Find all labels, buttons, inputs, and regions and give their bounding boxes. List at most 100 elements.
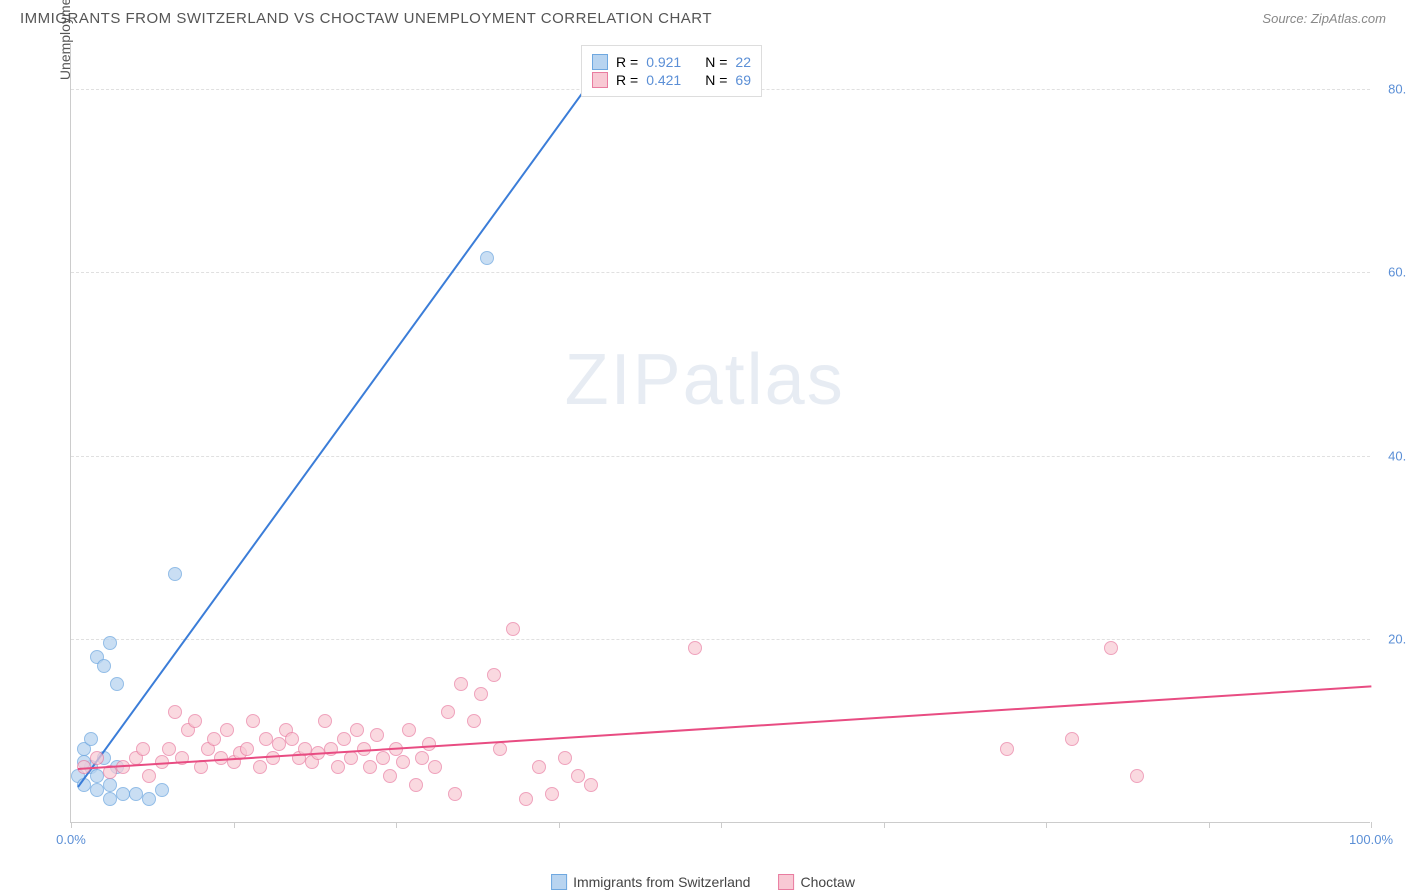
scatter-point — [142, 769, 156, 783]
scatter-point — [259, 732, 273, 746]
legend-swatch-icon — [778, 874, 794, 890]
x-tick — [1046, 822, 1047, 828]
y-tick-label: 40.0% — [1388, 448, 1406, 463]
scatter-point — [363, 760, 377, 774]
gridline — [71, 456, 1370, 457]
scatter-point — [253, 760, 267, 774]
y-tick-label: 20.0% — [1388, 632, 1406, 647]
stats-n-value: 22 — [735, 54, 751, 70]
scatter-point — [474, 687, 488, 701]
scatter-point — [584, 778, 598, 792]
scatter-point — [396, 755, 410, 769]
scatter-point — [487, 668, 501, 682]
scatter-point — [246, 714, 260, 728]
scatter-point — [545, 787, 559, 801]
scatter-point — [532, 760, 546, 774]
scatter-point — [162, 742, 176, 756]
legend-item-choctaw: Choctaw — [778, 874, 854, 890]
stats-swatch-icon — [592, 72, 608, 88]
scatter-point — [370, 728, 384, 742]
scatter-point — [103, 778, 117, 792]
chart-header: IMMIGRANTS FROM SWITZERLAND VS CHOCTAW U… — [0, 0, 1406, 33]
scatter-point — [220, 723, 234, 737]
scatter-point — [1104, 641, 1118, 655]
legend-swatch-icon — [551, 874, 567, 890]
scatter-point — [376, 751, 390, 765]
scatter-point — [350, 723, 364, 737]
scatter-point — [103, 792, 117, 806]
stats-r-label: R = — [616, 54, 638, 70]
x-tick — [1209, 822, 1210, 828]
scatter-point — [110, 677, 124, 691]
stats-r-value: 0.921 — [646, 54, 681, 70]
scatter-point — [97, 659, 111, 673]
scatter-point — [1130, 769, 1144, 783]
scatter-point — [454, 677, 468, 691]
stats-r-label: R = — [616, 72, 638, 88]
scatter-point — [103, 636, 117, 650]
gridline — [71, 639, 1370, 640]
stats-row: R =0.421N =69 — [592, 72, 751, 88]
scatter-point — [1065, 732, 1079, 746]
stats-n-label: N = — [705, 54, 727, 70]
legend-item-switzerland: Immigrants from Switzerland — [551, 874, 750, 890]
scatter-point — [422, 737, 436, 751]
stats-swatch-icon — [592, 54, 608, 70]
scatter-point — [571, 769, 585, 783]
chart-title: IMMIGRANTS FROM SWITZERLAND VS CHOCTAW U… — [20, 10, 712, 27]
trend-line — [77, 80, 592, 788]
y-tick-label: 60.0% — [1388, 265, 1406, 280]
scatter-point — [1000, 742, 1014, 756]
scatter-point — [90, 769, 104, 783]
stats-row: R = 0.921 N = 22 — [592, 54, 751, 70]
trend-line — [77, 685, 1371, 770]
x-tick — [396, 822, 397, 828]
x-tick — [559, 822, 560, 828]
x-tick — [1371, 822, 1372, 828]
legend: Immigrants from Switzerland Choctaw — [551, 874, 855, 890]
scatter-point — [318, 714, 332, 728]
scatter-point — [129, 787, 143, 801]
x-tick — [234, 822, 235, 828]
stats-n-value: 69 — [735, 72, 751, 88]
scatter-point — [136, 742, 150, 756]
scatter-point — [240, 742, 254, 756]
scatter-point — [448, 787, 462, 801]
scatter-point — [428, 760, 442, 774]
scatter-point — [506, 622, 520, 636]
scatter-point — [272, 737, 286, 751]
x-tick-label: 100.0% — [1349, 832, 1393, 847]
stats-box: R =0.921N =22R =0.421N =69 — [581, 45, 762, 97]
scatter-point — [480, 251, 494, 265]
scatter-point — [90, 751, 104, 765]
scatter-point — [285, 732, 299, 746]
x-tick — [71, 822, 72, 828]
scatter-point — [188, 714, 202, 728]
scatter-point — [558, 751, 572, 765]
scatter-point — [688, 641, 702, 655]
stats-n-label: N = — [705, 72, 727, 88]
scatter-point — [90, 783, 104, 797]
scatter-point — [168, 705, 182, 719]
scatter-point — [337, 732, 351, 746]
scatter-point — [402, 723, 416, 737]
source-attribution: Source: ZipAtlas.com — [1262, 11, 1386, 26]
scatter-point — [155, 783, 169, 797]
scatter-point — [331, 760, 345, 774]
gridline — [71, 272, 1370, 273]
y-tick-label: 80.0% — [1388, 81, 1406, 96]
scatter-point — [383, 769, 397, 783]
legend-label: Immigrants from Switzerland — [573, 874, 750, 890]
scatter-point — [441, 705, 455, 719]
legend-label: Choctaw — [800, 874, 854, 890]
scatter-point — [116, 787, 130, 801]
x-tick — [721, 822, 722, 828]
x-tick-label: 0.0% — [56, 832, 86, 847]
scatter-point — [84, 732, 98, 746]
scatter-point — [467, 714, 481, 728]
scatter-point — [142, 792, 156, 806]
scatter-point — [493, 742, 507, 756]
watermark: ZIPatlas — [565, 339, 845, 421]
scatter-point — [415, 751, 429, 765]
scatter-point — [207, 732, 221, 746]
